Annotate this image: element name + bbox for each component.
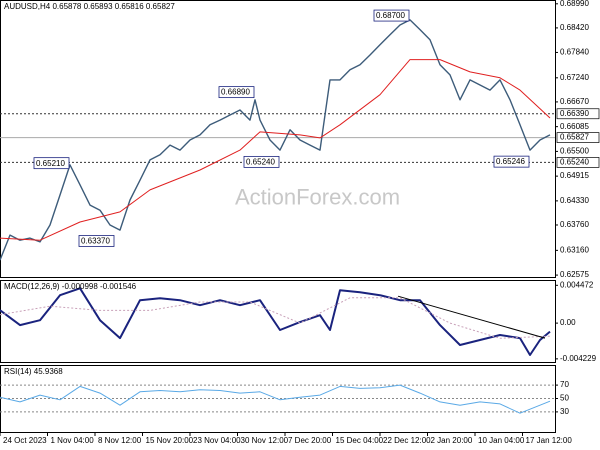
price-box — [556, 108, 600, 120]
annotation-box — [78, 235, 115, 247]
x-tick-label: 7 Dec 20:00 — [288, 436, 332, 445]
series-line — [0, 19, 551, 261]
x-tick-label: 15 Nov 20:00 — [146, 436, 194, 445]
panel-title: MACD(12,26,9) -0.000998 -0.001546 — [4, 282, 137, 291]
price-box-label: 0.65240 — [560, 158, 589, 167]
series-line — [0, 287, 551, 356]
price-box — [556, 132, 600, 143]
series-line — [0, 384, 551, 414]
y-tick-label: 30 — [560, 407, 569, 416]
annotation-label: 0.65240 — [246, 158, 275, 167]
annotation-box — [218, 86, 255, 99]
price-box-label: 0.65827 — [560, 133, 589, 142]
y-tick-label: 0.67840 — [560, 48, 589, 57]
y-tick-label: 0.68420 — [560, 23, 589, 32]
panel-frame — [0, 0, 556, 278]
x-tick-label: 2 Jan 20:00 — [431, 436, 473, 445]
y-tick-label: 50 — [560, 394, 569, 403]
y-tick-label: 0.68990 — [560, 0, 589, 8]
x-tick-label: 30 Nov 12:00 — [241, 436, 289, 445]
annotation-label: 0.65246 — [496, 157, 525, 166]
annotation-label: 0.66890 — [221, 88, 250, 97]
y-tick-label: 0.64330 — [560, 196, 589, 205]
price-box-label: 0.66390 — [560, 109, 589, 118]
y-tick-label: 0.00 — [560, 318, 576, 327]
panel-title: AUDUSD,H4 0.65878 0.65893 0.65816 0.6582… — [4, 2, 175, 11]
watermark: ActionForex.com — [235, 184, 400, 209]
y-tick-label: 0.67240 — [560, 73, 589, 82]
x-tick-label: 10 Jan 04:00 — [478, 436, 525, 445]
panel-frame — [0, 280, 556, 363]
x-tick-label: 15 Dec 04:00 — [336, 436, 384, 445]
y-tick-label: 0.65500 — [560, 147, 589, 156]
series-line — [0, 59, 551, 241]
series-line — [0, 297, 551, 339]
series-line — [397, 295, 546, 339]
x-tick-label: 24 Oct 2023 — [3, 436, 47, 445]
annotation-box — [373, 9, 410, 22]
y-tick-label: 0.004472 — [560, 280, 594, 289]
annotation-box — [33, 157, 70, 170]
price-box — [556, 157, 600, 168]
annotation-label: 0.68700 — [376, 11, 405, 20]
y-tick-label: 0.63760 — [560, 220, 589, 229]
panel-title: RSI(14) 45.9368 — [4, 367, 63, 376]
y-tick-label: -0.004229 — [560, 354, 597, 363]
annotation-label: 0.65210 — [36, 159, 65, 168]
y-tick-label: 0.62575 — [560, 270, 589, 279]
x-tick-label: 22 Dec 12:00 — [383, 436, 431, 445]
annotation-box — [493, 155, 530, 168]
annotation-label: 0.63370 — [81, 237, 110, 246]
x-tick-label: 17 Jan 12:00 — [526, 436, 573, 445]
y-tick-label: 70 — [560, 380, 569, 389]
x-tick-label: 23 Nov 04:00 — [193, 436, 241, 445]
y-tick-label: 0.66085 — [560, 122, 589, 131]
y-tick-label: 0.63160 — [560, 245, 589, 254]
annotation-box — [243, 155, 280, 168]
y-tick-label: 0.66670 — [560, 97, 589, 106]
x-tick-label: 8 Nov 12:00 — [98, 436, 142, 445]
y-tick-label: 0.64915 — [560, 171, 589, 180]
x-tick-label: 1 Nov 04:00 — [51, 436, 95, 445]
